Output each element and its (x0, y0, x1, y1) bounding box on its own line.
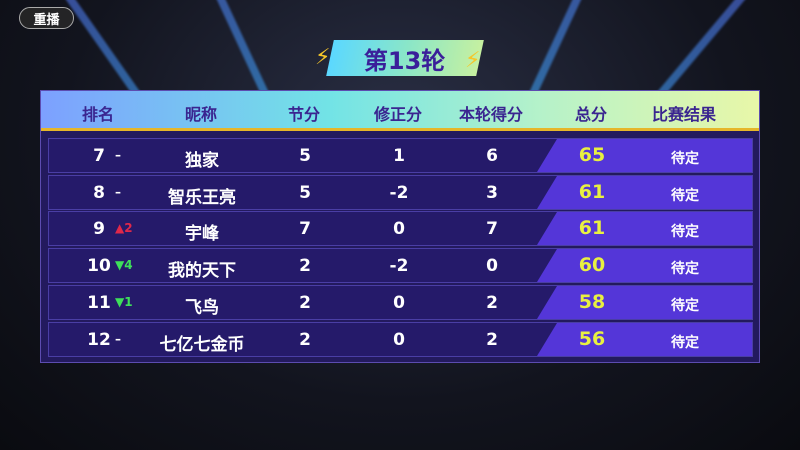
total-score: 61 (578, 181, 606, 203)
match-result: 待定 (671, 188, 699, 204)
table-row: 8 – 智乐王亮 5 -2 3 61 待定 (48, 175, 753, 210)
rank: 10 (87, 256, 111, 276)
adjust-score: -2 (389, 183, 409, 203)
total-score: 61 (578, 217, 606, 239)
rank-change: ▼4 (115, 258, 133, 272)
col-adjust-score: 修正分 (373, 105, 423, 124)
total-score: 56 (578, 328, 606, 350)
total-score: 58 (578, 291, 606, 313)
round-score: 7 (486, 219, 498, 239)
total-score: 60 (578, 254, 606, 276)
section-score: 2 (299, 330, 311, 350)
standings-table: 排名 昵称 节分 修正分 本轮得分 总分 比赛结果 7 – 独家 5 1 6 6… (40, 90, 760, 363)
round-score: 2 (486, 293, 498, 313)
nickname: 七亿七金币 (159, 335, 245, 355)
lightning-icon: ⚡ (315, 45, 331, 70)
round-title: 第13轮 (364, 46, 446, 75)
adjust-score: 0 (393, 219, 405, 239)
round-score: 0 (486, 256, 498, 276)
round-score: 2 (486, 330, 498, 350)
section-score: 2 (299, 256, 311, 276)
col-nickname: 昵称 (184, 105, 218, 124)
round-score: 3 (486, 183, 498, 203)
replay-button[interactable]: 重播 (19, 7, 74, 29)
rank: 12 (87, 330, 111, 350)
adjust-score: 0 (393, 330, 405, 350)
col-rank: 排名 (81, 105, 115, 124)
lightning-icon: ⚡ (465, 48, 481, 73)
table-row: 10 ▼4 我的天下 2 -2 0 60 待定 (48, 248, 753, 283)
match-result: 待定 (671, 261, 699, 277)
adjust-score: 0 (393, 293, 405, 313)
total-highlight (537, 323, 752, 356)
section-score: 2 (299, 293, 311, 313)
section-score: 5 (299, 183, 311, 203)
adjust-score: -2 (389, 256, 409, 276)
adjust-score: 1 (393, 146, 405, 166)
nickname: 宇峰 (185, 224, 219, 244)
rank: 9 (93, 219, 105, 239)
total-highlight (537, 212, 752, 245)
table-row: 9 ▲2 宇峰 7 0 7 61 待定 (48, 211, 753, 246)
total-score: 65 (578, 144, 606, 166)
round-title-banner: 第13轮 (326, 40, 484, 76)
nickname: 我的天下 (168, 261, 236, 281)
match-result: 待定 (671, 224, 699, 240)
section-score: 5 (299, 146, 311, 166)
total-highlight (537, 139, 752, 172)
match-result: 待定 (671, 298, 699, 314)
rank: 7 (93, 146, 105, 166)
rank-change: ▲2 (115, 221, 133, 235)
rank: 8 (93, 183, 105, 203)
table-row: 7 – 独家 5 1 6 65 待定 (48, 138, 753, 173)
round-score: 6 (486, 146, 498, 166)
match-result: 待定 (671, 335, 699, 351)
col-round-score: 本轮得分 (458, 105, 524, 124)
total-highlight (537, 249, 752, 282)
nickname: 智乐王亮 (168, 188, 236, 208)
col-section-score: 节分 (287, 105, 321, 124)
col-total: 总分 (574, 105, 608, 124)
total-highlight (537, 176, 752, 209)
table-row: 11 ▼1 飞鸟 2 0 2 58 待定 (48, 285, 753, 320)
col-result: 比赛结果 (651, 105, 717, 124)
rank: 11 (87, 293, 111, 313)
table-header: 排名 昵称 节分 修正分 本轮得分 总分 比赛结果 (41, 91, 759, 131)
rank-change: – (115, 332, 121, 346)
section-score: 7 (299, 219, 311, 239)
table-row: 12 – 七亿七金币 2 0 2 56 待定 (48, 322, 753, 357)
rank-change: ▼1 (115, 295, 133, 309)
match-result: 待定 (671, 151, 699, 167)
rank-change: – (115, 148, 121, 162)
total-highlight (537, 286, 752, 319)
nickname: 独家 (185, 151, 219, 171)
nickname: 飞鸟 (185, 298, 219, 318)
rank-change: – (115, 185, 121, 199)
